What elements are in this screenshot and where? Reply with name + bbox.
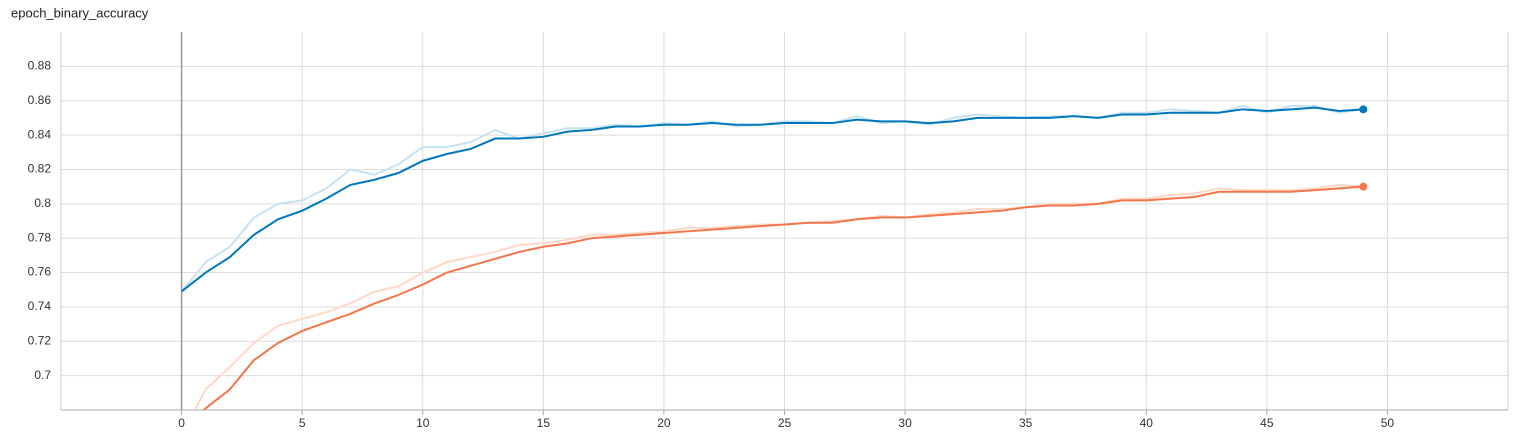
series-line <box>180 106 1364 293</box>
y-tick-label: 0.7 <box>34 368 51 382</box>
chart-title: epoch_binary_accuracy <box>11 5 149 20</box>
series-line <box>202 185 1364 410</box>
end-point <box>1359 182 1368 191</box>
x-tick-label: 50 <box>1381 416 1395 430</box>
y-tick-label: 0.82 <box>28 162 52 176</box>
x-tick-label: 45 <box>1260 416 1274 430</box>
y-tick-label: 0.78 <box>28 230 52 244</box>
y-tick-label: 0.84 <box>28 127 52 141</box>
end-point <box>1359 105 1368 114</box>
y-tick-label: 0.86 <box>28 93 52 107</box>
grid <box>61 32 1508 410</box>
x-tick-label: 10 <box>416 416 430 430</box>
x-tick-label: 0 <box>178 416 185 430</box>
y-tick-label: 0.72 <box>28 333 52 347</box>
series-line <box>180 104 1364 293</box>
x-tick-label: 30 <box>898 416 912 430</box>
x-tick-label: 15 <box>537 416 551 430</box>
y-tick-label: 0.76 <box>28 265 52 279</box>
x-tick-label: 20 <box>657 416 671 430</box>
y-tick-label: 0.8 <box>34 196 51 210</box>
x-tick-label: 5 <box>299 416 306 430</box>
y-tick-label: 0.88 <box>28 59 52 73</box>
x-tick-label: 40 <box>1140 416 1154 430</box>
x-tick-label: 35 <box>1019 416 1033 430</box>
x-tick-label: 25 <box>778 416 792 430</box>
plot-area <box>180 104 1364 410</box>
y-tick-label: 0.74 <box>28 299 52 313</box>
